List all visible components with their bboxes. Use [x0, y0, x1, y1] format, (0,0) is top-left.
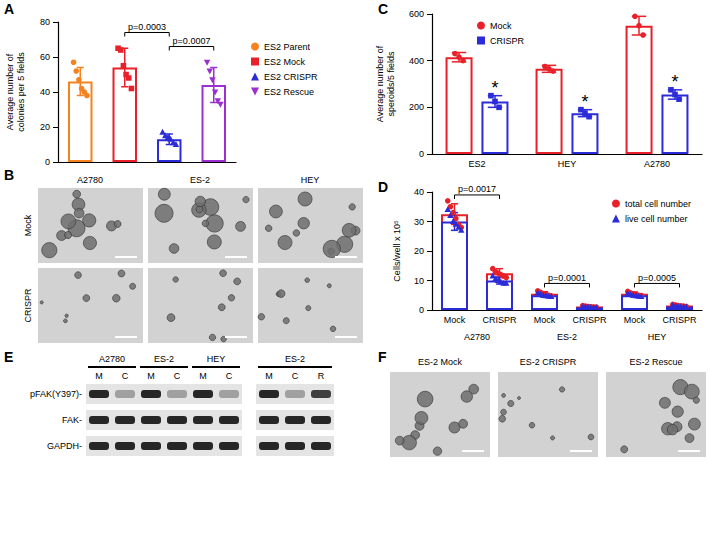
svg-text:ES-2 Mock: ES-2 Mock [418, 357, 463, 367]
svg-text:p=0.0017: p=0.0017 [458, 184, 496, 194]
svg-text:B: B [4, 167, 14, 183]
svg-text:A2780: A2780 [99, 354, 125, 364]
svg-text:*: * [671, 72, 678, 92]
svg-text:0: 0 [419, 305, 424, 315]
svg-text:ES2 Parent: ES2 Parent [264, 42, 311, 52]
svg-text:total cell number: total cell number [625, 199, 691, 209]
svg-text:M: M [147, 371, 155, 381]
svg-text:CRISPR: CRISPR [662, 315, 697, 325]
svg-text:10: 10 [414, 276, 424, 286]
svg-text:80: 80 [40, 17, 50, 27]
svg-text:ES-2: ES-2 [190, 175, 210, 185]
svg-text:*: * [491, 78, 498, 98]
svg-text:HEY: HEY [301, 175, 320, 185]
svg-text:p=0.0007: p=0.0007 [173, 36, 211, 46]
svg-text:live cell number: live cell number [625, 214, 688, 224]
svg-text:GAPDH-: GAPDH- [47, 441, 82, 451]
svg-text:CRISPR: CRISPR [23, 288, 33, 323]
svg-text:speroids/5 fields: speroids/5 fields [386, 51, 396, 117]
svg-text:ES-2: ES-2 [154, 354, 174, 364]
svg-text:p=0.0001: p=0.0001 [548, 273, 586, 283]
svg-text:Average number of: Average number of [375, 45, 385, 122]
svg-text:E: E [4, 349, 13, 365]
svg-text:D: D [378, 179, 388, 195]
svg-text:0: 0 [419, 149, 424, 159]
svg-text:CRISPR: CRISPR [482, 315, 517, 325]
svg-text:CRISPR: CRISPR [490, 36, 525, 46]
svg-text:p=0.0005: p=0.0005 [638, 273, 676, 283]
svg-text:400: 400 [409, 56, 424, 66]
svg-text:HEY: HEY [648, 332, 667, 342]
svg-text:Mock: Mock [534, 315, 556, 325]
svg-text:20: 20 [40, 122, 50, 132]
svg-text:200: 200 [409, 102, 424, 112]
svg-text:20: 20 [414, 246, 424, 256]
svg-text:A2780: A2780 [77, 175, 103, 185]
svg-text:Mock: Mock [624, 315, 646, 325]
svg-text:M: M [95, 371, 103, 381]
svg-text:40: 40 [414, 187, 424, 197]
svg-text:F: F [378, 349, 387, 365]
svg-text:C: C [122, 371, 129, 381]
svg-text:C: C [174, 371, 181, 381]
svg-text:40: 40 [40, 87, 50, 97]
svg-text:M: M [199, 371, 207, 381]
svg-text:A2780: A2780 [464, 332, 490, 342]
svg-text:ES2 Rescue: ES2 Rescue [264, 87, 314, 97]
svg-text:CRISPR: CRISPR [572, 315, 607, 325]
svg-text:ES2 Mock: ES2 Mock [264, 57, 306, 67]
svg-text:0: 0 [45, 157, 50, 167]
svg-text:R: R [318, 371, 325, 381]
svg-text:Cells/well x 10⁵: Cells/well x 10⁵ [392, 220, 402, 282]
svg-text:ES-2 Rescue: ES-2 Rescue [629, 357, 682, 367]
svg-text:ES2: ES2 [468, 159, 485, 169]
svg-text:pFAK(Y397)-: pFAK(Y397)- [30, 389, 82, 399]
svg-text:C: C [292, 371, 299, 381]
svg-text:ES-2: ES-2 [285, 354, 305, 364]
svg-text:*: * [581, 92, 588, 112]
svg-text:ES-2: ES-2 [557, 332, 577, 342]
svg-text:Mock: Mock [23, 214, 33, 236]
svg-text:A2780: A2780 [644, 159, 670, 169]
svg-text:FAK-: FAK- [62, 415, 82, 425]
svg-text:ES2 CRISPR: ES2 CRISPR [264, 72, 318, 82]
svg-text:60: 60 [40, 52, 50, 62]
svg-text:HEY: HEY [207, 354, 226, 364]
svg-text:M: M [265, 371, 273, 381]
svg-text:30: 30 [414, 217, 424, 227]
svg-text:p=0.0003: p=0.0003 [128, 22, 166, 32]
svg-text:HEY: HEY [558, 159, 577, 169]
svg-text:colonies per 5 fields: colonies per 5 fields [16, 52, 26, 132]
svg-text:Average number of: Average number of [5, 53, 15, 130]
svg-text:C: C [226, 371, 233, 381]
svg-text:Mock: Mock [444, 315, 466, 325]
svg-text:A: A [4, 1, 14, 17]
svg-text:ES-2 CRISPR: ES-2 CRISPR [520, 357, 577, 367]
svg-text:Mock: Mock [490, 21, 512, 31]
svg-text:600: 600 [409, 9, 424, 19]
svg-text:C: C [378, 1, 388, 17]
